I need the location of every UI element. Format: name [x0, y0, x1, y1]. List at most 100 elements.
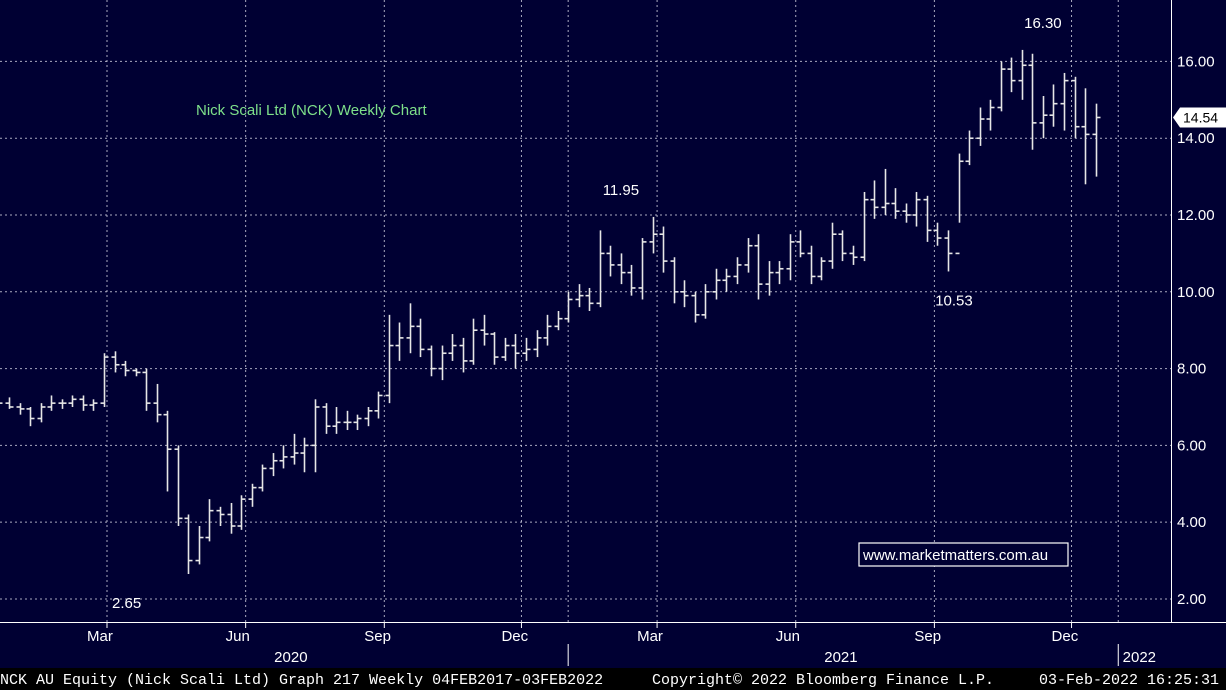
y-tick-label: 14.00 — [1177, 130, 1215, 147]
ohlc-bar — [912, 191, 921, 227]
x-tick-label: Mar — [87, 628, 113, 645]
x-tick-label: Jun — [226, 628, 250, 645]
y-tick-label: 8.00 — [1177, 361, 1206, 378]
ohlc-bar — [16, 403, 25, 415]
ohlc-bar — [533, 330, 542, 358]
x-tick-label: Jun — [776, 628, 800, 645]
ohlc-bar — [596, 230, 605, 308]
ohlc-bar — [944, 230, 953, 272]
ohlc-bar — [0, 402, 3, 404]
ohlc-bar — [881, 168, 890, 216]
ohlc-bar — [522, 337, 531, 361]
ohlc-bar — [902, 203, 911, 223]
ohlc-bar — [575, 284, 584, 308]
ohlc-bar — [1049, 84, 1058, 127]
ohlc-bar — [248, 483, 257, 507]
ohlc-bar — [1028, 53, 1037, 150]
x-axis-panel-background — [0, 622, 1226, 668]
price-bars — [0, 49, 1101, 575]
ohlc-bar — [216, 506, 225, 527]
ohlc-bar — [438, 345, 447, 381]
chart-title: Nick Scali Ltd (NCK) Weekly Chart — [196, 102, 427, 119]
ohlc-bar — [258, 464, 267, 492]
ohlc-bar — [1092, 103, 1101, 177]
ohlc-bar — [163, 410, 172, 492]
ohlc-bar — [659, 226, 668, 273]
ohlc-bar — [701, 284, 710, 319]
footer-timestamp: 03-Feb-2022 16:25:31 — [1039, 672, 1219, 689]
ohlc-bar — [427, 345, 436, 377]
price-annotation: 2.65 — [112, 595, 141, 612]
footer-copyright: Copyright© 2022 Bloomberg Finance L.P. — [652, 672, 994, 689]
ohlc-bar — [691, 291, 700, 323]
ohlc-bar — [828, 222, 837, 269]
ohlc-bar — [332, 406, 341, 434]
ohlc-bar — [786, 234, 795, 281]
watermark: www.marketmatters.com.au — [858, 542, 1069, 567]
ohlc-bar — [849, 245, 858, 265]
year-label: 2021 — [824, 649, 857, 666]
ohlc-bar — [933, 222, 942, 246]
ohlc-bar — [1018, 49, 1027, 100]
ohlc-bar — [765, 261, 774, 296]
ohlc-bar — [26, 406, 35, 427]
y-tick-label: 6.00 — [1177, 437, 1206, 454]
ohlc-bar — [374, 391, 383, 419]
ohlc-bar — [564, 291, 573, 323]
ohlc-bar — [395, 322, 404, 361]
y-axis: 2.00 4.00 6.00 8.00 10.00 12.00 14.00 16.00 — [1171, 0, 1215, 622]
ohlc-bar — [976, 107, 985, 146]
ohlc-bar — [1081, 88, 1090, 185]
ohlc-bar — [480, 314, 489, 346]
ohlc-bar — [1071, 76, 1080, 139]
ohlc-bar — [511, 334, 520, 369]
ohlc-bar — [132, 368, 141, 377]
ohlc-bar — [364, 406, 373, 427]
ohlc-bar — [891, 188, 900, 219]
price-annotation: 10.53 — [935, 292, 973, 309]
ohlc-bar — [638, 238, 647, 300]
y-tick-label: 4.00 — [1177, 514, 1206, 531]
ohlc-bar — [554, 311, 563, 331]
ohlc-bar — [543, 314, 552, 346]
y-tick-label: 10.00 — [1177, 284, 1215, 301]
watermark-text[interactable]: www.marketmatters.com.au — [862, 547, 1048, 564]
ohlc-bar — [870, 180, 879, 219]
ohlc-bar — [923, 195, 932, 242]
annotations: 2.65 11.95 10.53 16.30 — [112, 15, 1062, 612]
x-tick-label: Sep — [364, 628, 391, 645]
ohlc-bar — [1007, 57, 1016, 93]
ohlc-bar — [722, 268, 731, 292]
ohlc-bar — [195, 526, 204, 565]
footer-security-info: NCK AU Equity (Nick Scali Ltd) Graph 217… — [0, 672, 603, 689]
ohlc-bar — [89, 399, 98, 411]
ohlc-bar — [416, 318, 425, 358]
ohlc-bar — [406, 303, 415, 354]
ohlc-bar — [47, 395, 56, 411]
ohlc-bar — [279, 445, 288, 469]
ohlc-bar — [237, 495, 246, 530]
ohlc-bar — [205, 499, 214, 542]
x-tick-label: Mar — [637, 628, 663, 645]
last-price-marker: 14.54 — [1173, 107, 1226, 128]
ohlc-bar — [796, 230, 805, 258]
ohlc-bar — [174, 445, 183, 527]
ohlc-bar — [817, 257, 826, 281]
gridlines — [0, 0, 1171, 622]
ohlc-bar — [153, 383, 162, 423]
year-label: 2022 — [1123, 649, 1156, 666]
ohlc-bar — [501, 337, 510, 361]
footer-background — [0, 668, 1226, 690]
x-axis: Mar Jun Sep Dec Mar Jun Sep Dec 2020 2021 2022 — [0, 622, 1226, 666]
ohlc-bar — [649, 216, 658, 254]
ohlc-bar — [227, 502, 236, 534]
ohlc-bar — [100, 353, 109, 407]
x-tick-label: Sep — [914, 628, 941, 645]
axis-panel-background — [1171, 0, 1226, 622]
ohlc-bar — [997, 61, 1006, 112]
ohlc-bar — [807, 245, 816, 285]
ohlc-bar — [37, 403, 46, 423]
ohlc-bar — [1039, 95, 1048, 139]
ohlc-bar — [617, 253, 626, 285]
y-tick-label: 2.00 — [1177, 591, 1206, 608]
